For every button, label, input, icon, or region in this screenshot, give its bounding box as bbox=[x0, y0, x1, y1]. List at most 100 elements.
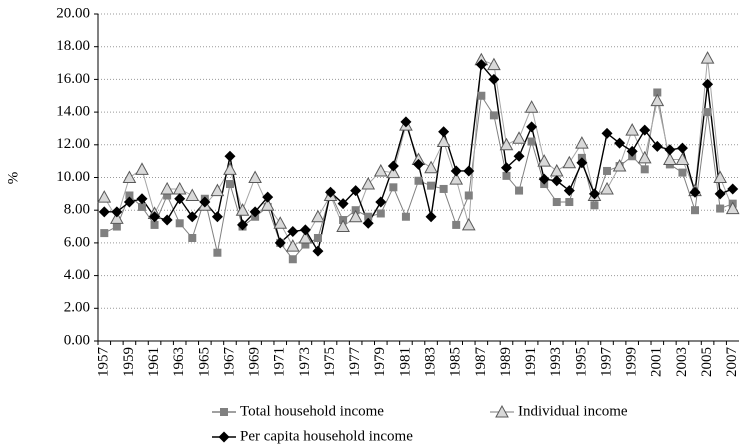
marker-square bbox=[653, 88, 662, 97]
marker-square bbox=[301, 240, 310, 249]
marker-triangle bbox=[675, 152, 690, 166]
x-tick-label: 2005 bbox=[699, 347, 715, 377]
marker-triangle bbox=[311, 209, 325, 223]
x-tick-label: 2007 bbox=[724, 347, 740, 378]
marker-diamond bbox=[249, 206, 261, 218]
marker-diamond bbox=[325, 186, 337, 198]
x-tick-label: 1969 bbox=[247, 347, 263, 377]
y-tick-label: 10.00 bbox=[56, 169, 90, 185]
marker-triangle bbox=[424, 160, 438, 174]
x-tick-label: 1977 bbox=[347, 347, 363, 378]
x-tick-label: 1965 bbox=[196, 347, 212, 377]
x-tick-label: 1983 bbox=[423, 347, 439, 377]
marker-diamond bbox=[538, 173, 550, 185]
marker-diamond bbox=[500, 162, 512, 174]
marker-diamond bbox=[211, 211, 223, 223]
marker-triangle bbox=[336, 219, 350, 233]
marker-diamond bbox=[614, 137, 626, 149]
marker-diamond bbox=[362, 217, 374, 229]
y-tick-label: 2.00 bbox=[64, 300, 90, 316]
x-tick-label: 1987 bbox=[473, 347, 489, 378]
marker-triangle bbox=[110, 211, 124, 224]
marker-square bbox=[716, 204, 725, 213]
marker-triangle bbox=[625, 123, 640, 136]
marker-square bbox=[552, 198, 561, 207]
marker-triangle bbox=[449, 172, 464, 185]
marker-diamond bbox=[563, 185, 575, 197]
x-tick-label: 1979 bbox=[372, 347, 388, 377]
marker-square bbox=[220, 408, 228, 416]
marker-square bbox=[225, 180, 234, 189]
marker-square bbox=[477, 91, 486, 100]
marker-diamond bbox=[299, 224, 311, 236]
marker-square bbox=[452, 220, 461, 229]
marker-triangle bbox=[160, 181, 174, 195]
marker-diamond bbox=[337, 198, 349, 210]
marker-triangle bbox=[361, 176, 376, 190]
marker-square bbox=[163, 191, 172, 200]
x-tick-label: 1991 bbox=[523, 347, 539, 377]
marker-diamond bbox=[262, 191, 274, 203]
marker-square bbox=[527, 137, 536, 146]
marker-square bbox=[364, 212, 373, 221]
marker-triangle bbox=[487, 57, 501, 71]
marker-triangle bbox=[725, 201, 740, 215]
marker-square bbox=[401, 212, 410, 221]
marker-square bbox=[590, 201, 599, 210]
marker-triangle bbox=[135, 162, 149, 175]
marker-triangle bbox=[575, 136, 589, 149]
marker-triangle bbox=[612, 159, 627, 172]
marker-diamond bbox=[601, 127, 613, 139]
x-tick-label: 2003 bbox=[674, 347, 690, 377]
marker-triangle bbox=[713, 170, 727, 183]
x-tick-label: 1989 bbox=[498, 347, 514, 377]
marker-triangle bbox=[223, 162, 237, 175]
marker-triangle bbox=[122, 170, 137, 183]
marker-triangle bbox=[600, 181, 614, 195]
marker-triangle bbox=[524, 100, 539, 113]
marker-diamond bbox=[727, 183, 739, 195]
marker-triangle bbox=[549, 163, 564, 177]
marker-triangle bbox=[650, 93, 665, 107]
x-tick-label: 1993 bbox=[548, 347, 564, 377]
marker-triangle bbox=[235, 203, 250, 216]
marker-diamond bbox=[450, 165, 462, 177]
marker-square bbox=[313, 233, 322, 242]
marker-triangle bbox=[185, 188, 200, 201]
marker-diamond bbox=[588, 188, 600, 200]
marker-diamond bbox=[526, 121, 538, 133]
marker-triangle bbox=[537, 154, 552, 167]
marker-diamond bbox=[702, 78, 714, 90]
marker-square bbox=[427, 181, 436, 190]
marker-diamond bbox=[161, 214, 173, 226]
marker-diamond bbox=[413, 158, 424, 170]
marker-triangle bbox=[499, 137, 514, 151]
marker-square bbox=[100, 229, 109, 238]
marker-square bbox=[188, 233, 197, 242]
marker-diamond bbox=[425, 211, 437, 223]
marker-diamond bbox=[513, 150, 525, 162]
marker-square bbox=[515, 186, 524, 195]
marker-diamond bbox=[551, 175, 563, 187]
marker-square bbox=[137, 202, 146, 211]
marker-diamond bbox=[475, 59, 487, 71]
legend-label: Total household income bbox=[240, 403, 384, 419]
marker-diamond bbox=[676, 142, 688, 154]
marker-triangle bbox=[273, 216, 288, 229]
marker-diamond bbox=[375, 196, 387, 208]
y-tick-label: 8.00 bbox=[64, 202, 90, 218]
x-tick-label: 1999 bbox=[624, 347, 640, 377]
marker-diamond bbox=[463, 165, 475, 177]
x-tick-label: 1959 bbox=[121, 347, 137, 377]
marker-triangle bbox=[562, 155, 577, 169]
marker-square bbox=[213, 248, 222, 257]
marker-triangle bbox=[285, 239, 300, 252]
x-tick-label: 1967 bbox=[221, 347, 237, 378]
marker-triangle bbox=[248, 170, 262, 183]
marker-triangle bbox=[700, 51, 715, 64]
y-tick-label: 18.00 bbox=[56, 38, 90, 54]
x-tick-label: 1957 bbox=[96, 347, 112, 378]
marker-square bbox=[439, 184, 448, 193]
marker-square bbox=[678, 168, 687, 177]
